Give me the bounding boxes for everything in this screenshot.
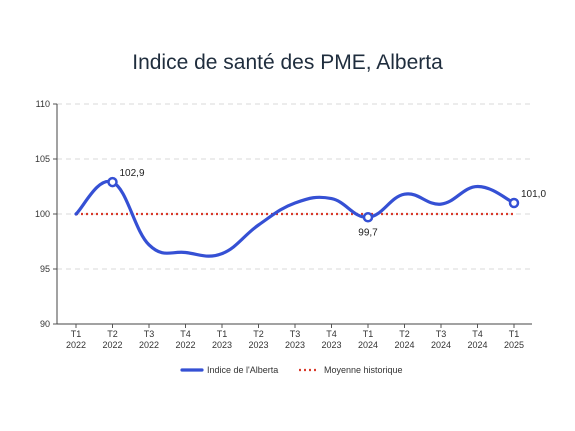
data-point-marker	[508, 197, 520, 209]
legend: Indice de l'Alberta Moyenne historique	[180, 365, 403, 375]
x-tick-label-year: 2024	[431, 340, 451, 350]
data-label: 101,0	[521, 189, 546, 200]
grid-lines	[57, 103, 532, 270]
plot-area	[74, 179, 516, 258]
data-label: 102,9	[120, 168, 145, 179]
data-point-marker	[107, 176, 118, 188]
legend-label: Moyenne historique	[324, 365, 403, 375]
legend-label: Indice de l'Alberta	[207, 365, 278, 375]
x-tick-label-quarter: T2	[253, 329, 264, 339]
y-tick-label: 110	[36, 99, 50, 109]
x-tick-label-quarter: T1	[363, 329, 374, 339]
x-tick-label-quarter: T1	[71, 329, 82, 339]
y-tick-label: 90	[40, 319, 50, 329]
x-tick-label-quarter: T4	[472, 329, 483, 339]
y-axis: 90 95 100 105 110	[35, 99, 58, 329]
annotations: 102,9 99,7 101,0	[107, 168, 546, 238]
y-tick-label: 95	[40, 264, 50, 274]
x-tick-label-year: 2023	[212, 340, 232, 350]
y-tick-label: 100	[35, 209, 50, 219]
x-tick-label-year: 2022	[139, 340, 159, 350]
x-tick-label-quarter: T1	[217, 329, 228, 339]
x-tick-label-year: 2022	[66, 340, 86, 350]
x-tick-label-quarter: T3	[290, 329, 301, 339]
x-tick-label-year: 2025	[504, 340, 524, 350]
y-tick-label: 105	[35, 154, 50, 164]
x-tick-label-year: 2023	[285, 340, 305, 350]
x-tick-label-quarter: T4	[326, 329, 337, 339]
x-tick-label-year: 2024	[358, 340, 378, 350]
x-tick-label-quarter: T2	[107, 329, 118, 339]
x-tick-label-quarter: T3	[144, 329, 155, 339]
x-tick-label-year: 2024	[394, 340, 414, 350]
x-axis: T12022T22022T32022T42022T12023T22023T320…	[57, 323, 532, 350]
x-tick-label-year: 2024	[467, 340, 487, 350]
x-tick-label-quarter: T4	[180, 329, 191, 339]
chart-title: Indice de santé des PME, Alberta	[132, 51, 443, 74]
x-tick-label-year: 2022	[102, 340, 122, 350]
data-point-marker	[362, 212, 374, 223]
x-tick-label-quarter: T2	[399, 329, 410, 339]
x-tick-label-year: 2023	[321, 340, 341, 350]
x-tick-label-year: 2023	[248, 340, 268, 350]
data-label: 99,7	[358, 227, 378, 238]
series-line-indice-alberta	[74, 179, 516, 258]
x-tick-label-quarter: T3	[436, 329, 447, 339]
x-tick-label-quarter: T1	[509, 329, 520, 339]
x-tick-label-year: 2022	[175, 340, 195, 350]
